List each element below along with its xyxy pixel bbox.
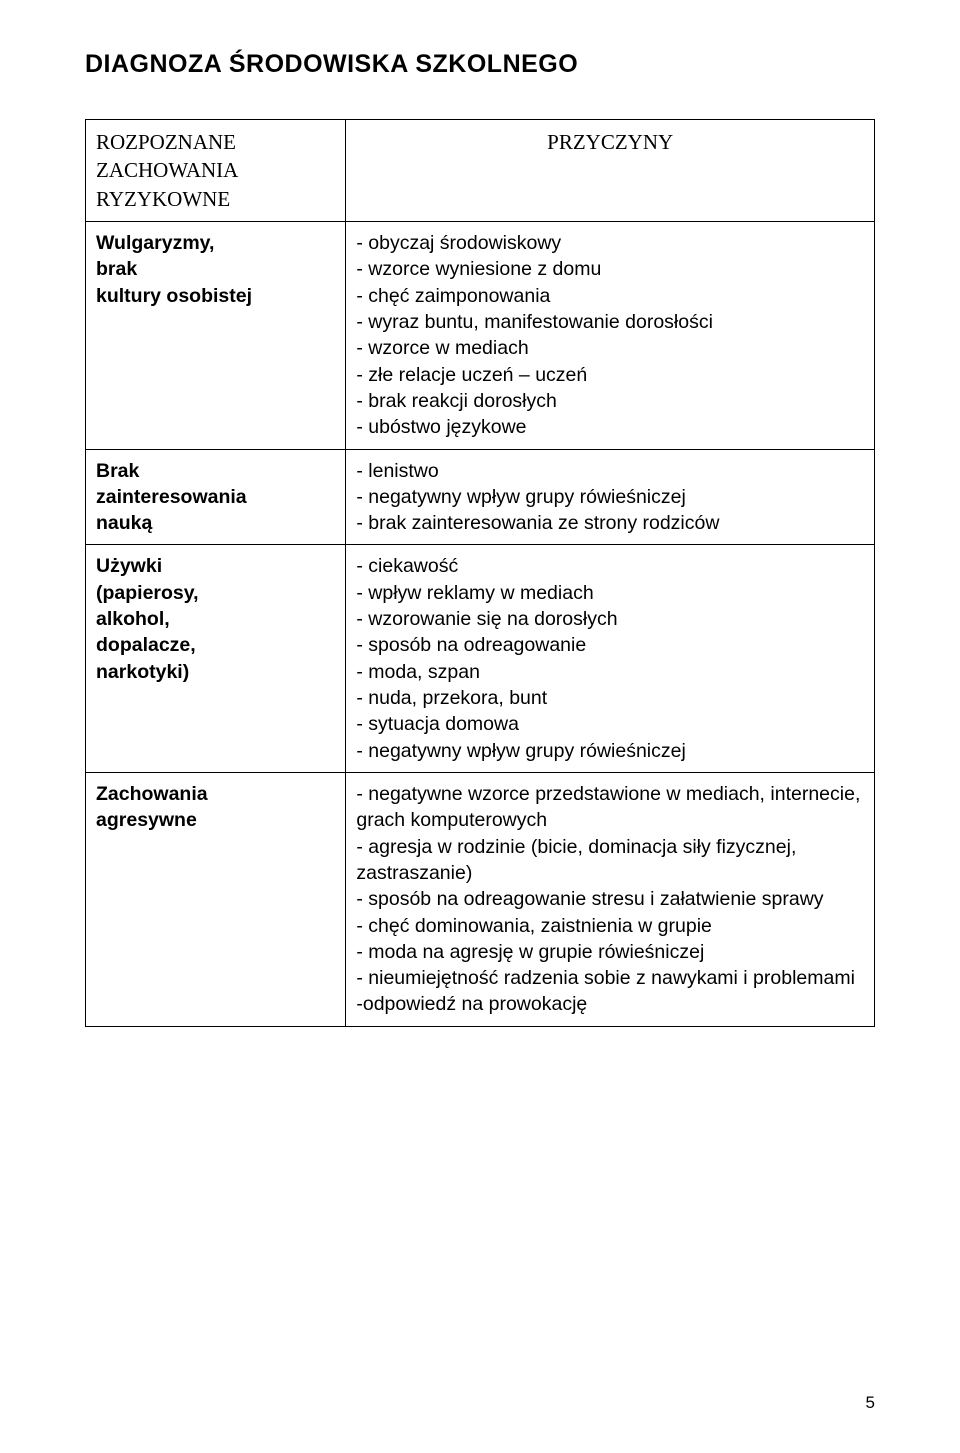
cause-line: - wpływ reklamy w mediach bbox=[356, 580, 864, 606]
cause-line: - brak reakcji dorosłych bbox=[356, 388, 864, 414]
row-label-cell: Brakzainteresowanianauką bbox=[86, 449, 346, 545]
cause-line: - moda, szpan bbox=[356, 659, 864, 685]
cause-line: - negatywny wpływ grupy rówieśniczej bbox=[356, 738, 864, 764]
row-causes-cell: - ciekawość- wpływ reklamy w mediach- wz… bbox=[346, 545, 875, 773]
cause-line: - moda na agresję w grupie rówieśniczej bbox=[356, 939, 864, 965]
row-label: Wulgaryzmy,brakkultury osobistej bbox=[96, 232, 252, 307]
row-label: Brakzainteresowanianauką bbox=[96, 460, 247, 535]
cause-line: - nieumiejętność radzenia sobie z nawyka… bbox=[356, 965, 864, 991]
row-causes-cell: - lenistwo- negatywny wpływ grupy rówieś… bbox=[346, 449, 875, 545]
header-right-text: PRZYCZYNY bbox=[547, 130, 673, 154]
cause-line: - obyczaj środowiskowy bbox=[356, 230, 864, 256]
cause-line: - negatywne wzorce przedstawione w media… bbox=[356, 781, 864, 834]
cause-line: -odpowiedź na prowokację bbox=[356, 991, 864, 1017]
cause-line: - wzorowanie się na dorosłych bbox=[356, 606, 864, 632]
header-left-text: ROZPOZNANEZACHOWANIARYZYKOWNE bbox=[96, 130, 238, 211]
row-causes-cell: - obyczaj środowiskowy- wzorce wyniesion… bbox=[346, 222, 875, 450]
cause-line: - lenistwo bbox=[356, 458, 864, 484]
cause-line: - ciekawość bbox=[356, 553, 864, 579]
row-label: Zachowaniaagresywne bbox=[96, 783, 208, 831]
cause-line: - wzorce wyniesione z domu bbox=[356, 256, 864, 282]
cause-line: - nuda, przekora, bunt bbox=[356, 685, 864, 711]
table-header-row: ROZPOZNANEZACHOWANIARYZYKOWNE PRZYCZYNY bbox=[86, 120, 875, 222]
table-row: Brakzainteresowanianauką - lenistwo- nega… bbox=[86, 449, 875, 545]
cause-line: - wzorce w mediach bbox=[356, 335, 864, 361]
cause-line: - sposób na odreagowanie bbox=[356, 632, 864, 658]
row-label-cell: Zachowaniaagresywne bbox=[86, 772, 346, 1026]
cause-line: - chęć zaimponowania bbox=[356, 283, 864, 309]
cause-line: - agresja w rodzinie (bicie, dominacja s… bbox=[356, 834, 864, 887]
cause-line: - sposób na odreagowanie stresu i załatw… bbox=[356, 886, 864, 912]
row-label: Używki(papierosy,alkohol,dopalacze,narko… bbox=[96, 555, 199, 682]
table-row: Używki(papierosy,alkohol,dopalacze,narko… bbox=[86, 545, 875, 773]
row-causes-cell: - negatywne wzorce przedstawione w media… bbox=[346, 772, 875, 1026]
page-number: 5 bbox=[866, 1393, 875, 1413]
cause-line: - sytuacja domowa bbox=[356, 711, 864, 737]
table-row: Zachowaniaagresywne - negatywne wzorce pr… bbox=[86, 772, 875, 1026]
table-row: Wulgaryzmy,brakkultury osobistej - obycza… bbox=[86, 222, 875, 450]
cause-line: - negatywny wpływ grupy rówieśniczej bbox=[356, 484, 864, 510]
diagnosis-table: ROZPOZNANEZACHOWANIARYZYKOWNE PRZYCZYNY … bbox=[85, 119, 875, 1027]
cause-line: - złe relacje uczeń – uczeń bbox=[356, 362, 864, 388]
cause-line: - ubóstwo językowe bbox=[356, 414, 864, 440]
cause-line: - chęć dominowania, zaistnienia w grupie bbox=[356, 913, 864, 939]
header-right: PRZYCZYNY bbox=[346, 120, 875, 222]
header-left: ROZPOZNANEZACHOWANIARYZYKOWNE bbox=[86, 120, 346, 222]
cause-line: - wyraz buntu, manifestowanie dorosłości bbox=[356, 309, 864, 335]
page-title: DIAGNOZA ŚRODOWISKA SZKOLNEGO bbox=[85, 50, 875, 79]
page: DIAGNOZA ŚRODOWISKA SZKOLNEGO ROZPOZNANE… bbox=[0, 0, 960, 1453]
cause-line: - brak zainteresowania ze strony rodzicó… bbox=[356, 510, 864, 536]
row-label-cell: Wulgaryzmy,brakkultury osobistej bbox=[86, 222, 346, 450]
row-label-cell: Używki(papierosy,alkohol,dopalacze,narko… bbox=[86, 545, 346, 773]
